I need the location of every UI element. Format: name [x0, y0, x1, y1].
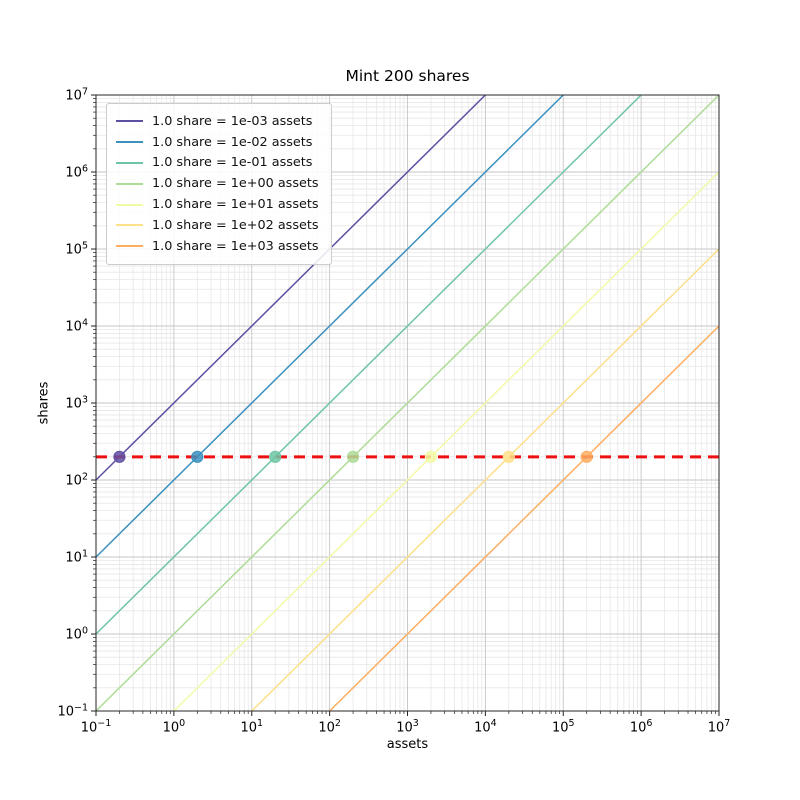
legend-item: 1.0 share = 1e+03 assets [116, 236, 319, 257]
legend-line-swatch [116, 182, 143, 185]
legend-label: 1.0 share = 1e+02 assets [152, 217, 319, 233]
exchange-rate-line [329, 325, 720, 712]
y-tick-label: 101 [65, 548, 88, 566]
legend-label: 1.0 share = 1e+00 assets [152, 176, 319, 192]
chart-title: Mint 200 shares [345, 67, 470, 85]
legend-line-swatch [116, 203, 143, 206]
legend-line-swatch [116, 120, 143, 123]
y-tick-label: 106 [65, 163, 88, 181]
exchange-rate-line [95, 94, 642, 635]
exchange-rate-line [173, 171, 720, 712]
exchange-rate-line [95, 94, 564, 558]
legend-line-swatch [116, 224, 143, 227]
legend-line-swatch [116, 141, 143, 144]
legend-item: 1.0 share = 1e-03 assets [116, 111, 319, 132]
x-tick-label: 102 [318, 718, 341, 736]
legend-label: 1.0 share = 1e-03 assets [152, 113, 313, 129]
x-axis-label: assets [386, 737, 429, 752]
y-tick-label: 10−1 [57, 702, 88, 720]
legend-line-swatch [116, 245, 143, 248]
x-tick-label: 103 [396, 718, 419, 736]
y-tick-label: 107 [65, 86, 88, 104]
intersection-dot [424, 450, 438, 463]
plot-border [95, 94, 720, 712]
y-tick-label: 105 [65, 240, 88, 258]
y-tick-label: 103 [65, 394, 88, 412]
exchange-rate-line [95, 94, 720, 712]
exchange-rate-line [95, 94, 486, 481]
exchange-rate-line [251, 248, 720, 712]
legend-item: 1.0 share = 1e-02 assets [116, 132, 319, 153]
legend-item: 1.0 share = 1e+00 assets [116, 173, 319, 194]
legend-label: 1.0 share = 1e-02 assets [152, 134, 313, 150]
x-tick-label: 104 [474, 718, 497, 736]
intersection-dot [269, 450, 282, 463]
intersection-dot [502, 450, 515, 463]
y-axis-label: shares [36, 381, 52, 425]
intersection-dot [580, 450, 593, 463]
x-tick-label: 101 [240, 718, 264, 736]
legend-item: 1.0 share = 1e+01 assets [116, 194, 319, 215]
x-tick-label: 10−1 [80, 718, 112, 736]
y-tick-label: 104 [65, 317, 88, 335]
legend-line-swatch [116, 161, 143, 164]
y-tick-label: 102 [65, 471, 88, 489]
x-tick-label: 106 [629, 718, 653, 736]
legend: 1.0 share = 1e-03 assets 1.0 share = 1e-0… [106, 103, 332, 265]
y-tick-label: 100 [65, 625, 88, 643]
legend-item: 1.0 share = 1e+02 assets [116, 215, 319, 236]
x-tick-label: 107 [707, 718, 731, 736]
legend-item: 1.0 share = 1e-01 assets [116, 153, 319, 174]
x-tick-label: 105 [551, 718, 575, 736]
intersection-dot [113, 450, 126, 463]
intersection-dot [191, 450, 204, 463]
legend-label: 1.0 share = 1e+01 assets [152, 197, 319, 213]
legend-label: 1.0 share = 1e-01 assets [152, 155, 313, 171]
intersection-dot [346, 450, 360, 463]
legend-label: 1.0 share = 1e+03 assets [152, 238, 319, 254]
x-tick-label: 100 [162, 718, 186, 736]
